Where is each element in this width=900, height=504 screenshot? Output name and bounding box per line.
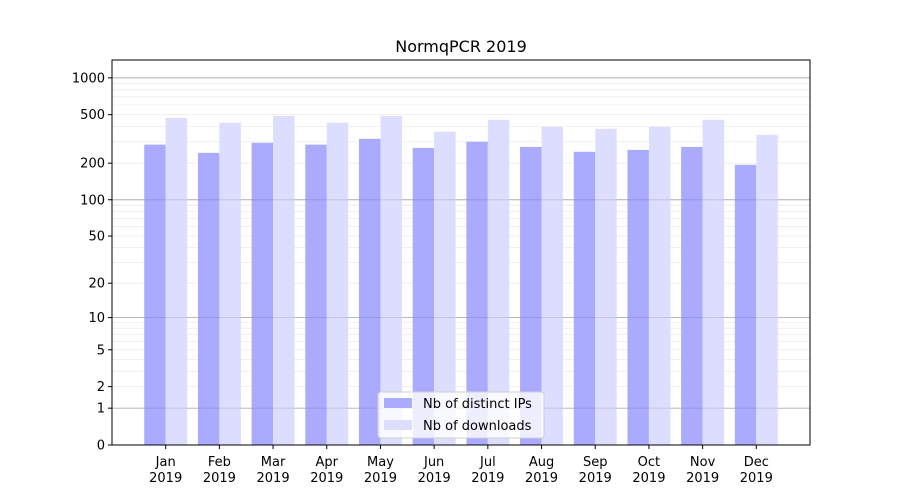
legend-box: [377, 391, 545, 439]
bar-distinct-ips: [681, 146, 703, 445]
bar-distinct-ips: [627, 149, 649, 445]
x-tick-label: Aug: [529, 455, 554, 470]
x-tick-label-year: 2019: [310, 471, 343, 486]
x-tick-label: Sep: [583, 455, 608, 470]
bar-distinct-ips: [520, 146, 542, 445]
x-tick-label-year: 2019: [632, 471, 665, 486]
x-tick-label: Jun: [423, 455, 444, 470]
bar-distinct-ips: [412, 147, 435, 445]
legend-label: Nb of downloads: [423, 419, 532, 434]
chart-title: NormqPCR 2019: [395, 37, 527, 56]
bar-downloads: [165, 117, 188, 445]
bar-downloads: [756, 134, 778, 445]
x-tick-label: Apr: [316, 455, 339, 470]
bar-distinct-ips: [734, 164, 757, 445]
bar-downloads: [541, 126, 564, 445]
bar-distinct-ips: [251, 142, 274, 445]
x-tick-label-year: 2019: [686, 471, 719, 486]
bar-downloads: [273, 115, 295, 445]
legend-swatch: [384, 420, 412, 430]
y-tick-label: 5: [97, 343, 105, 358]
y-tick-label: 2: [97, 380, 105, 395]
bar-downloads: [487, 119, 510, 445]
x-tick-label-year: 2019: [203, 471, 236, 486]
bar-distinct-ips: [144, 144, 166, 445]
bars: [112, 77, 810, 445]
x-tick-label: May: [367, 455, 394, 470]
x-tick-label: Dec: [744, 455, 769, 470]
bar-distinct-ips: [358, 138, 381, 445]
y-tick-label: 20: [88, 277, 105, 292]
x-tick-label-year: 2019: [740, 471, 773, 486]
x-tick-label-year: 2019: [471, 471, 504, 486]
x-axis: Jan2019Feb2019Mar2019Apr2019May2019Jun20…: [149, 445, 773, 486]
bar-distinct-ips: [466, 141, 488, 445]
y-tick-label: 500: [80, 108, 105, 123]
bar-distinct-ips: [573, 151, 596, 445]
y-tick-label: 1000: [72, 71, 105, 86]
y-tick-label: 10: [88, 311, 105, 326]
y-tick-label: 1: [97, 402, 105, 417]
bar-downloads: [380, 115, 402, 445]
bar-downloads: [702, 119, 725, 445]
y-axis: 0 1 2 5 10 20 50 100 200 500 1000: [72, 71, 112, 454]
x-tick-label: Mar: [261, 455, 286, 470]
x-tick-label: Oct: [638, 455, 660, 470]
x-tick-label: Jul: [479, 455, 496, 470]
y-tick-label: 200: [80, 157, 105, 172]
x-tick-label: Feb: [208, 455, 231, 470]
plot-frame: [111, 59, 811, 446]
x-tick-label-year: 2019: [364, 471, 397, 486]
y-tick-label: 0: [97, 439, 105, 454]
bar-distinct-ips: [197, 152, 220, 445]
bar-downloads: [595, 128, 617, 445]
y-tick-label: 50: [88, 230, 105, 245]
x-tick-label-year: 2019: [579, 471, 612, 486]
x-tick-label-year: 2019: [257, 471, 290, 486]
x-tick-label-year: 2019: [149, 471, 182, 486]
legend-swatch: [384, 398, 412, 408]
bar-downloads: [219, 122, 241, 445]
x-tick-label: Nov: [690, 455, 716, 470]
legend: Nb of distinct IPs Nb of downloads: [377, 391, 545, 439]
x-tick-label-year: 2019: [418, 471, 451, 486]
bar-distinct-ips: [305, 144, 327, 445]
x-tick-label: Jan: [155, 455, 176, 470]
bar-downloads: [434, 131, 456, 445]
y-tick-label: 100: [80, 193, 105, 208]
legend-label: Nb of distinct IPs: [423, 397, 532, 412]
x-tick-label-year: 2019: [525, 471, 558, 486]
bar-downloads: [648, 126, 671, 445]
bar-downloads: [326, 122, 349, 445]
